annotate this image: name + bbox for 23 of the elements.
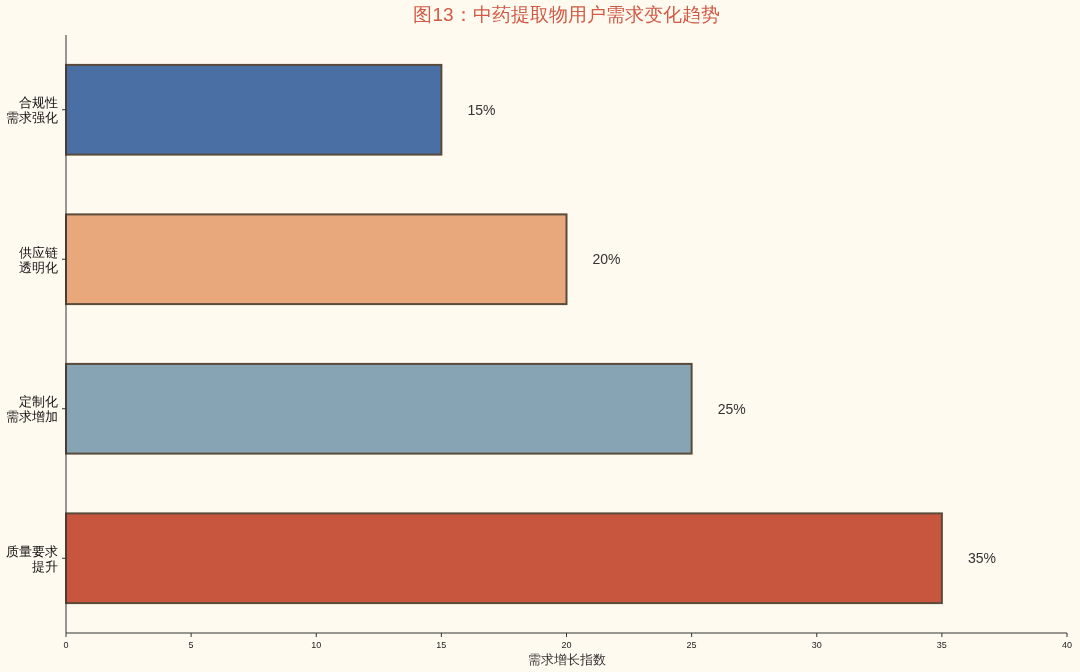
data-label: 35% (967, 550, 996, 567)
x-tick-label: 15 (436, 640, 447, 650)
x-axis-title: 需求增长指数 (527, 651, 606, 667)
y-tick-label: 质量要求提升 (6, 543, 58, 574)
bar (65, 63, 443, 156)
data-label: 20% (592, 251, 621, 268)
y-tick-label: 定制化需求增加 (6, 393, 58, 424)
x-tick-label: 40 (1061, 640, 1073, 650)
x-tick-label: 35 (936, 640, 947, 650)
bar (65, 512, 943, 605)
x-tick-label: 5 (188, 640, 194, 650)
bar (65, 213, 568, 306)
x-tick-label: 30 (811, 640, 822, 650)
data-label: 15% (467, 101, 496, 118)
x-tick-label: 25 (686, 640, 697, 650)
x-tick-label: 20 (561, 640, 572, 650)
bar (65, 362, 693, 455)
y-tick-label: 合规性需求强化 (6, 94, 58, 125)
x-tick-label: 10 (311, 640, 322, 650)
chart-title: 图13：中药提取物用户需求变化趋势 (413, 3, 720, 25)
y-tick-label: 供应链透明化 (19, 244, 58, 275)
x-tick-label: 0 (63, 640, 69, 650)
data-label: 25% (717, 400, 746, 417)
